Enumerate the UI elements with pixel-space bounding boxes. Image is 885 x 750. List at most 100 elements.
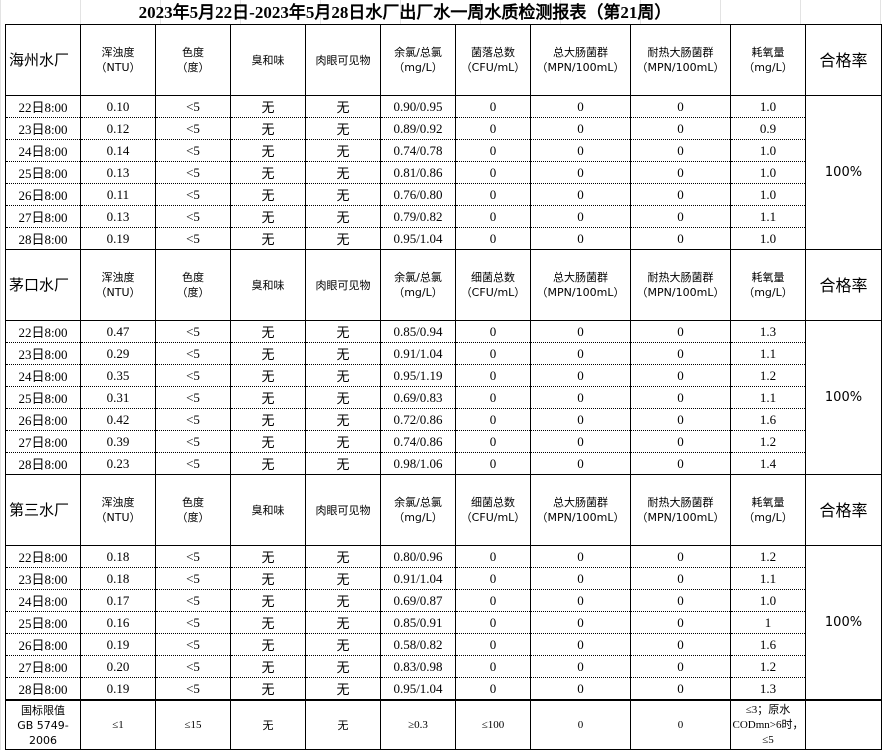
table-row: 22日8:00 0.10 <5 无无 0.90/0.95 0 0 0 1.0 100%: [5, 95, 882, 250]
column-header: 色度 （度）: [155, 474, 231, 546]
value-cell: 0.74/0.78: [380, 139, 456, 162]
value-cell: 0: [630, 183, 731, 206]
plant-header-row: 海州水厂 浑浊度 （NTU） 色度 （度） 臭和味 肉眼可见物 余氯/总氯 （mg/L） 菌落总数…: [5, 24, 882, 96]
value-cell: 1.6: [730, 633, 806, 656]
value-cell: 0.29: [80, 342, 156, 365]
table-row: 28日8:00 0.19 <5 无无 0.95/1.04 0 0 0 1.3: [5, 677, 882, 701]
value-cell: <5: [155, 545, 231, 568]
table-row: 24日8:00 0.17 <5 无无 0.69/0.87 0 0 0 1.0: [5, 589, 882, 612]
value-cell: 0: [530, 655, 631, 678]
value-cell: 0.95/1.19: [380, 364, 456, 387]
value-cell: 无: [230, 408, 306, 431]
value-cell: 1.4: [730, 452, 806, 475]
value-cell: 无: [305, 139, 381, 162]
value-cell: 0: [630, 567, 731, 590]
time-cell: 22日8:00: [5, 95, 81, 118]
value-cell: 0: [530, 95, 631, 118]
value-cell: 0.19: [80, 227, 156, 250]
value-cell: <5: [155, 342, 231, 365]
value-cell: 0.42: [80, 408, 156, 431]
time-cell: 27日8:00: [5, 205, 81, 228]
value-cell: <5: [155, 611, 231, 634]
value-cell: 无: [305, 386, 381, 409]
standard-value: 无: [305, 699, 381, 750]
value-cell: 无: [305, 161, 381, 184]
value-cell: 0: [630, 139, 731, 162]
table-row: 27日8:00 0.13 <5 无无 0.79/0.82 0 0 0 1.1: [5, 205, 882, 228]
value-cell: 0: [530, 633, 631, 656]
value-cell: 0: [630, 677, 731, 701]
value-cell: 0: [530, 386, 631, 409]
value-cell: 0: [630, 452, 731, 475]
value-cell: 0.31: [80, 386, 156, 409]
value-cell: 无: [230, 567, 306, 590]
value-cell: 0: [455, 408, 531, 431]
column-header: 细菌总数 （CFU/mL）: [455, 249, 531, 321]
value-cell: 0: [530, 589, 631, 612]
value-cell: 0: [455, 677, 531, 701]
value-cell: 无: [305, 452, 381, 475]
plant-name: 海州水厂: [5, 24, 81, 96]
value-cell: 无: [230, 320, 306, 343]
value-cell: 无: [230, 655, 306, 678]
column-header: 肉眼可见物: [305, 249, 381, 321]
column-header: 臭和味: [230, 24, 306, 96]
value-cell: <5: [155, 430, 231, 453]
value-cell: 0: [530, 545, 631, 568]
value-cell: 1.6: [730, 408, 806, 431]
standard-limit-row: 国标限值 GB 5749-2006 ≤1 ≤15 无无 ≥0.3 ≤100 0 0 ≤3；原水CO…: [5, 699, 882, 750]
value-cell: 1.0: [730, 161, 806, 184]
value-cell: 1.1: [730, 386, 806, 409]
column-header: 肉眼可见物: [305, 24, 381, 96]
value-cell: 0: [630, 205, 731, 228]
value-cell: 0: [455, 633, 531, 656]
table-row: 22日8:00 0.47 <5 无无 0.85/0.94 0 0 0 1.3 100%: [5, 320, 882, 475]
column-header: 总大肠菌群 （MPN/100mL）: [530, 24, 631, 96]
value-cell: 0: [630, 655, 731, 678]
plant-header-row: 第三水厂 浑浊度 （NTU） 色度 （度） 臭和味 肉眼可见物 余氯/总氯 （mg/L） 细菌总数…: [5, 474, 882, 546]
value-cell: <5: [155, 386, 231, 409]
value-cell: 无: [230, 117, 306, 140]
value-cell: 0.90/0.95: [380, 95, 456, 118]
value-cell: 无: [305, 567, 381, 590]
value-cell: 0: [530, 677, 631, 701]
value-cell: 0.80/0.96: [380, 545, 456, 568]
value-cell: 0: [455, 95, 531, 118]
value-cell: 0: [630, 545, 731, 568]
value-cell: 0.18: [80, 545, 156, 568]
column-header: 细菌总数 （CFU/mL）: [455, 474, 531, 546]
value-cell: 0: [630, 589, 731, 612]
value-cell: 0: [530, 139, 631, 162]
value-cell: 0: [630, 364, 731, 387]
value-cell: <5: [155, 95, 231, 118]
value-cell: 0: [530, 611, 631, 634]
table-row: 24日8:00 0.35 <5 无无 0.95/1.19 0 0 0 1.2: [5, 364, 882, 387]
value-cell: 0.76/0.80: [380, 183, 456, 206]
value-cell: <5: [155, 364, 231, 387]
value-cell: 无: [305, 117, 381, 140]
value-cell: 1.3: [730, 320, 806, 343]
value-cell: 0.12: [80, 117, 156, 140]
time-cell: 24日8:00: [5, 139, 81, 162]
column-header: 耐热大肠菌群 （MPN/100mL）: [630, 249, 731, 321]
value-cell: 1.2: [730, 655, 806, 678]
value-cell: 0.9: [730, 117, 806, 140]
pass-rate-value: 100%: [805, 320, 882, 475]
table-row: 23日8:00 0.12 <5 无无 0.89/0.92 0 0 0 0.9: [5, 117, 882, 140]
water-quality-table: 海州水厂 浑浊度 （NTU） 色度 （度） 臭和味 肉眼可见物 余氯/总氯 （mg/L） 菌落总数…: [5, 24, 882, 750]
table-row: 25日8:00 0.31 <5 无无 0.69/0.83 0 0 0 1.1: [5, 386, 882, 409]
time-cell: 22日8:00: [5, 320, 81, 343]
column-header: 耗氧量 （mg/L）: [730, 474, 806, 546]
value-cell: <5: [155, 205, 231, 228]
table-row: 23日8:00 0.29 <5 无无 0.91/1.04 0 0 0 1.1: [5, 342, 882, 365]
value-cell: 0.18: [80, 567, 156, 590]
value-cell: 无: [305, 589, 381, 612]
value-cell: 0.10: [80, 95, 156, 118]
column-header: 色度 （度）: [155, 24, 231, 96]
value-cell: 0.16: [80, 611, 156, 634]
time-cell: 28日8:00: [5, 227, 81, 250]
value-cell: 无: [230, 342, 306, 365]
value-cell: 0: [630, 320, 731, 343]
value-cell: 0: [530, 452, 631, 475]
value-cell: 0: [530, 183, 631, 206]
